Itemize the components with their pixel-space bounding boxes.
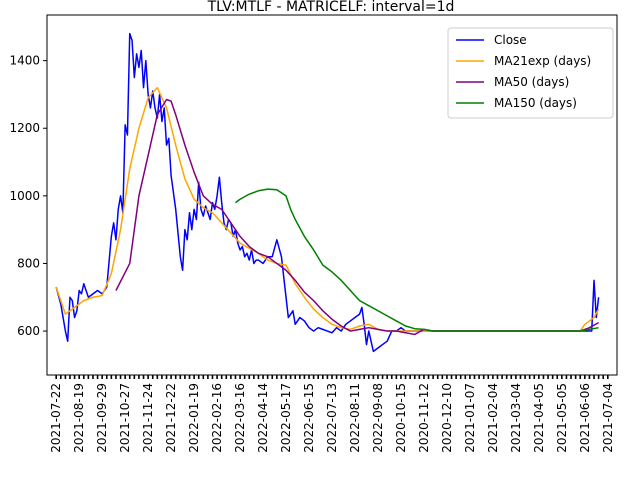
x-tick-label: 2022-08-11 bbox=[348, 383, 362, 453]
x-axis: 2021-07-22 2021-08-19 2021-09-29 2021-10-27… bbox=[49, 375, 615, 453]
y-tick-label: 800 bbox=[17, 256, 40, 270]
x-tick-label: 2022-07-13 bbox=[325, 383, 339, 453]
legend: Close MA21exp (days) MA50 (days) MA150 (day… bbox=[447, 27, 614, 119]
x-tick-label: 2021-11-24 bbox=[141, 383, 155, 453]
x-tick-label: 2022-04-14 bbox=[256, 383, 270, 453]
x-tick-label: 2021-06-06 bbox=[578, 383, 592, 453]
x-tick-label: 2021-01-07 bbox=[463, 383, 477, 453]
x-tick-label: 2022-09-08 bbox=[371, 383, 385, 453]
x-tick-label: 2022-03-16 bbox=[233, 383, 247, 453]
x-tick-label: 2020-12-10 bbox=[440, 383, 454, 453]
y-tick-label: 600 bbox=[17, 324, 40, 338]
x-tick-label: 2021-12-22 bbox=[164, 383, 178, 453]
x-tick-label: 2021-09-29 bbox=[95, 383, 109, 453]
plot-area bbox=[55, 32, 600, 353]
x-tick-label: 2021-02-04 bbox=[486, 383, 500, 453]
y-tick-label: 1200 bbox=[9, 121, 40, 135]
legend-label: MA50 (days) bbox=[494, 75, 569, 89]
x-tick-label: 2022-06-15 bbox=[302, 383, 316, 453]
x-tick-label: 2020-11-12 bbox=[417, 383, 431, 453]
x-tick-label: 2020-10-15 bbox=[394, 383, 408, 453]
x-tick-label: 2021-07-22 bbox=[49, 383, 63, 453]
x-tick-label: 2022-05-17 bbox=[279, 383, 293, 453]
y-tick-label: 1000 bbox=[9, 189, 40, 203]
legend-label: MA21exp (days) bbox=[494, 54, 591, 68]
x-tick-label: 2021-05-05 bbox=[555, 383, 569, 453]
x-tick-label: 2021-08-19 bbox=[72, 383, 86, 453]
chart-title: TLV:MTLF - MATRICELF: interval=1d bbox=[207, 0, 455, 15]
x-tick-label: 2022-01-19 bbox=[187, 383, 201, 453]
legend-label: MA150 (days) bbox=[494, 96, 577, 110]
x-tick-label: 2021-04-05 bbox=[532, 383, 546, 453]
x-tick-label: 2021-10-27 bbox=[118, 383, 132, 453]
series-line-ma150-days bbox=[235, 188, 599, 332]
legend-box bbox=[447, 27, 614, 119]
y-axis: 600 800 1000 1200 1400 bbox=[9, 54, 47, 338]
x-tick-label: 2021-07-04 bbox=[601, 383, 615, 453]
x-tick-label: 2022-02-16 bbox=[210, 383, 224, 453]
legend-label: Close bbox=[494, 33, 527, 47]
x-tick-label: 2021-03-04 bbox=[509, 383, 523, 453]
plot-frame bbox=[46, 14, 618, 376]
y-tick-label: 1400 bbox=[9, 54, 40, 68]
